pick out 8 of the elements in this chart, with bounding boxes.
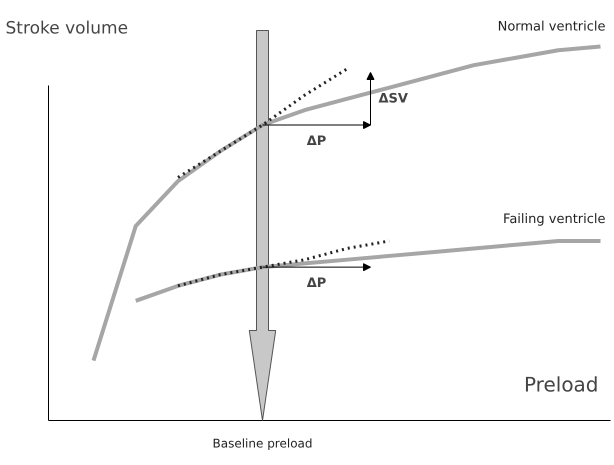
x-axis-title: Preload	[524, 372, 599, 396]
series-label: Normal ventricle	[498, 20, 606, 34]
series-label: Failing ventricle	[503, 212, 606, 227]
annotation: ΔSV	[378, 91, 408, 106]
annotation: ΔP	[306, 134, 326, 150]
text: Baseline preload	[212, 436, 313, 450]
annotation: ΔP	[306, 276, 326, 292]
y-axis-title: Stroke volume	[6, 18, 128, 38]
